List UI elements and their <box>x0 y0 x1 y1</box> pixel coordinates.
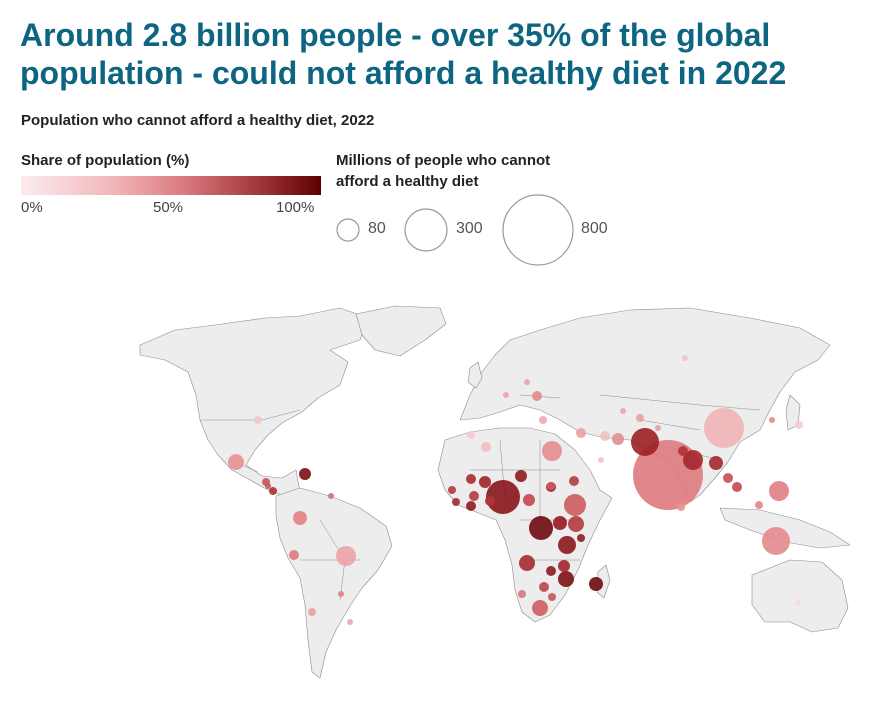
bubble-morocco <box>467 431 475 439</box>
bubble-nigeria <box>486 480 520 514</box>
bubble-angola <box>519 555 535 571</box>
bubble-burkina-faso <box>479 476 491 488</box>
bubble-el-salvador <box>265 483 271 489</box>
bubble-chad <box>547 482 555 490</box>
bubble-australia <box>795 600 801 606</box>
bubble-indonesia <box>762 527 790 555</box>
bubble-botswana <box>548 593 556 601</box>
size-legend-label-80: 80 <box>368 220 386 237</box>
bubble-malawi <box>558 560 570 572</box>
bubble-dr-congo <box>529 516 553 540</box>
size-legend-title-line2: afford a healthy diet <box>336 173 479 190</box>
bubble-china <box>704 408 744 448</box>
bubble-north-korea <box>769 417 775 423</box>
bubble-south-africa <box>532 600 548 616</box>
bubble-ethiopia <box>564 494 586 516</box>
bubble-mozambique <box>558 571 574 587</box>
bubble-uruguay <box>347 619 353 625</box>
size-legend-circle-300 <box>404 208 448 252</box>
chart-title: Around 2.8 billion people - over 35% of … <box>20 17 787 91</box>
chart-subtitle: Population who cannot afford a healthy d… <box>21 112 375 129</box>
color-tick-0: 0% <box>21 199 43 216</box>
bubble-haiti <box>299 468 311 480</box>
japan-landmass <box>785 394 801 431</box>
bubble-cameroon <box>523 494 535 506</box>
bubble-usa <box>254 416 262 424</box>
bubble-laos <box>723 473 733 483</box>
bubble-sierra-leone <box>452 498 460 506</box>
bubble-japan <box>795 421 803 429</box>
bubble-zambia <box>546 566 556 576</box>
bubble-malaysia <box>755 501 763 509</box>
bubble-honduras <box>269 487 277 495</box>
bubble-venezuela <box>328 493 334 499</box>
bubble-namibia <box>518 590 526 598</box>
size-legend-label-800: 800 <box>581 220 608 237</box>
bubble-ivory-coast <box>469 491 479 501</box>
country-bubbles <box>228 355 803 625</box>
bubble-niger <box>515 470 527 482</box>
bubble-rwanda <box>577 534 585 542</box>
indonesia-landmass <box>719 507 851 549</box>
greenland-landmass <box>355 305 447 357</box>
bubble-vietnam <box>732 482 742 492</box>
color-gradient-bar <box>21 176 321 195</box>
bubble-mexico <box>228 454 244 470</box>
bubble-brazil <box>336 546 356 566</box>
size-legend-circle-800 <box>502 194 574 266</box>
size-legend-circles <box>336 194 574 266</box>
bubble-ghana <box>485 496 495 506</box>
bubble-bolivia <box>338 591 344 597</box>
bubble-turkey <box>539 416 547 424</box>
bubble-guinea <box>466 501 476 511</box>
bubble-romania <box>532 391 542 401</box>
color-legend-title: Share of population (%) <box>21 152 190 169</box>
bubble-afghanistan <box>612 433 624 445</box>
bubble-myanmar <box>709 456 723 470</box>
bubble-zimbabwe <box>539 582 549 592</box>
bubble-kenya <box>568 516 584 532</box>
australia-landmass <box>751 559 849 633</box>
bubble-tajikistan <box>655 425 661 431</box>
bubble-tanzania <box>558 536 576 554</box>
size-legend-title-line1: Millions of people who cannot <box>336 152 551 169</box>
bubble-italy <box>503 392 509 398</box>
north-america-landmass <box>139 307 369 496</box>
bubble-peru <box>289 550 299 560</box>
color-tick-100: 100% <box>276 199 315 216</box>
bubble-colombia <box>293 511 307 525</box>
bubble-senegal <box>448 486 456 494</box>
bubble-argentina <box>308 608 316 616</box>
bubble-iraq <box>576 428 586 438</box>
world-map <box>139 305 851 679</box>
bubble-russia <box>682 355 688 361</box>
bubble-iran <box>600 431 610 441</box>
bubble-pakistan <box>631 428 659 456</box>
bubble-sri-lanka <box>677 503 685 511</box>
color-tick-50: 50% <box>153 199 184 216</box>
bubble-turkmenistan <box>620 408 626 414</box>
bubble-saudi-arabia <box>598 457 604 463</box>
uk-landmass <box>467 361 483 389</box>
bubble-madagascar <box>589 577 603 591</box>
bubble-serbia <box>524 379 530 385</box>
bubble-algeria <box>481 442 491 452</box>
bubble-uzbekistan <box>636 414 644 422</box>
bubble-yemen <box>569 476 579 486</box>
bubble-uganda <box>553 516 567 530</box>
bubble-nepal <box>678 446 688 456</box>
size-legend-circle-80 <box>336 218 360 242</box>
bubble-mali <box>466 474 476 484</box>
bubble-egypt <box>542 441 562 461</box>
south-america-landmass <box>275 487 393 679</box>
size-legend-label-300: 300 <box>456 220 483 237</box>
bubble-philippines <box>769 481 789 501</box>
bubble-bangladesh <box>683 450 703 470</box>
europe-asia-landmass <box>459 307 831 503</box>
